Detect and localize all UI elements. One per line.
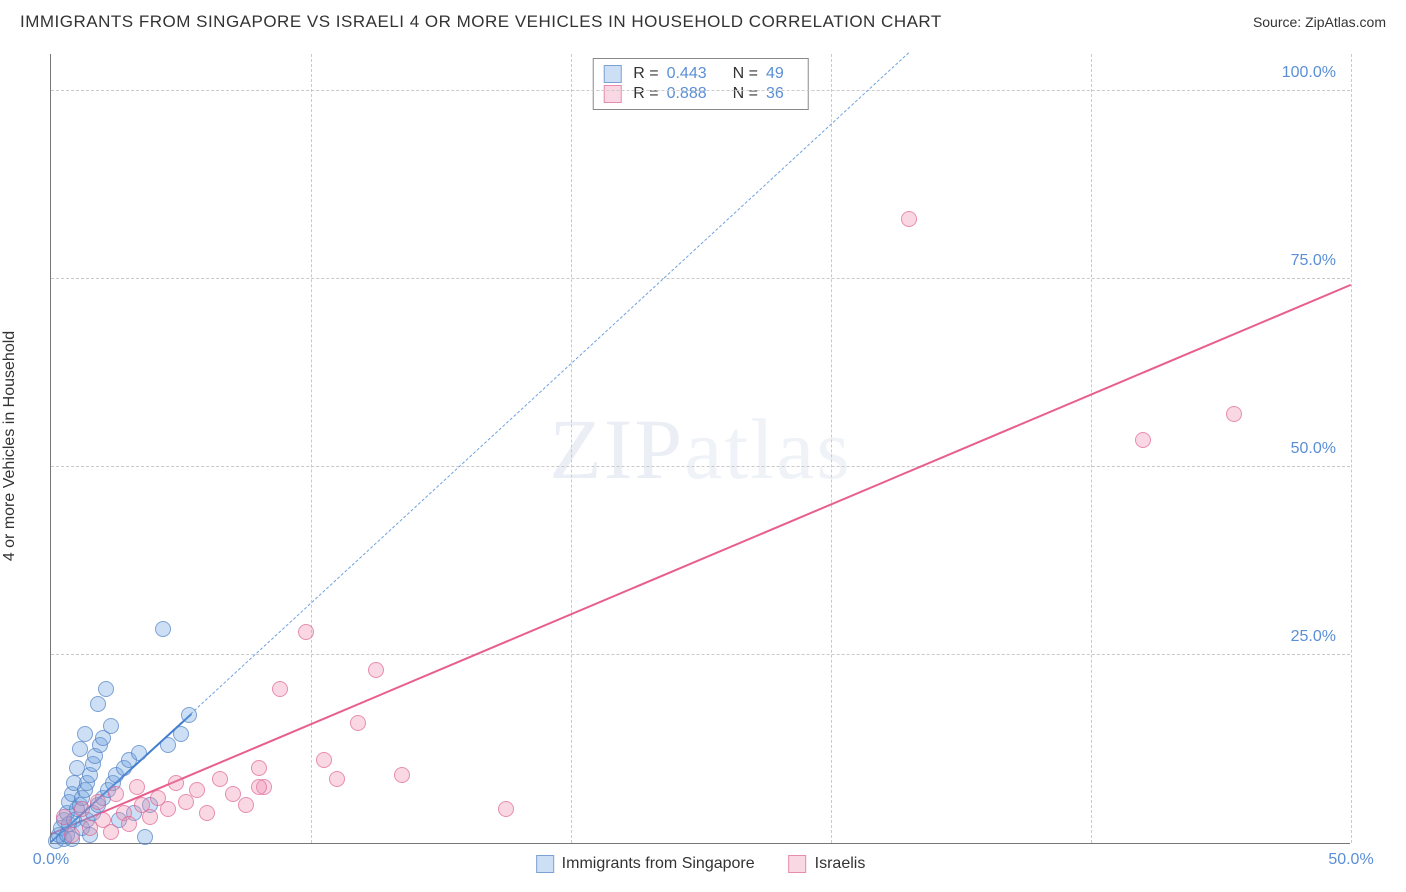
data-point bbox=[329, 771, 345, 787]
gridline-v bbox=[1091, 54, 1092, 843]
scatter-plot-area: ZIPatlas R = 0.443 N = 49 R = 0.888 N = … bbox=[50, 54, 1350, 844]
data-point bbox=[155, 621, 171, 637]
data-point bbox=[394, 767, 410, 783]
data-point bbox=[160, 737, 176, 753]
y-tick-label: 100.0% bbox=[1282, 64, 1336, 82]
x-tick-label: 50.0% bbox=[1328, 851, 1373, 869]
data-point bbox=[498, 801, 514, 817]
legend-label-singapore: Immigrants from Singapore bbox=[562, 855, 755, 873]
stats-row-singapore: R = 0.443 N = 49 bbox=[603, 65, 798, 83]
n-label: N = bbox=[733, 65, 758, 83]
r-label: R = bbox=[633, 85, 658, 103]
data-point bbox=[272, 681, 288, 697]
bottom-legend: Immigrants from Singapore Israelis bbox=[536, 855, 866, 873]
data-point bbox=[181, 707, 197, 723]
legend-label-israelis: Israelis bbox=[815, 855, 866, 873]
data-point bbox=[108, 786, 124, 802]
data-point bbox=[72, 741, 88, 757]
swatch-singapore bbox=[603, 65, 621, 83]
data-point bbox=[168, 775, 184, 791]
gridline-h bbox=[51, 466, 1350, 467]
data-point bbox=[238, 797, 254, 813]
x-tick-label: 0.0% bbox=[33, 851, 69, 869]
data-point bbox=[103, 824, 119, 840]
data-point bbox=[129, 779, 145, 795]
stats-legend-box: R = 0.443 N = 49 R = 0.888 N = 36 bbox=[592, 58, 809, 110]
data-point bbox=[160, 801, 176, 817]
data-point bbox=[1226, 406, 1242, 422]
gridline-h bbox=[51, 90, 1350, 91]
data-point bbox=[121, 816, 137, 832]
data-point bbox=[368, 662, 384, 678]
data-point bbox=[131, 745, 147, 761]
r-label: R = bbox=[633, 65, 658, 83]
gridline-h bbox=[51, 654, 1350, 655]
legend-item-israelis: Israelis bbox=[789, 855, 866, 873]
legend-item-singapore: Immigrants from Singapore bbox=[536, 855, 755, 873]
gridline-v bbox=[571, 54, 572, 843]
data-point bbox=[212, 771, 228, 787]
data-point bbox=[173, 726, 189, 742]
watermark-text-b: atlas bbox=[684, 401, 852, 497]
swatch-israelis bbox=[603, 85, 621, 103]
stats-row-israelis: R = 0.888 N = 36 bbox=[603, 85, 798, 103]
source-attribution: Source: ZipAtlas.com bbox=[1253, 14, 1386, 30]
data-point bbox=[56, 809, 72, 825]
data-point bbox=[137, 829, 153, 845]
data-point bbox=[74, 801, 90, 817]
y-tick-label: 75.0% bbox=[1291, 252, 1336, 270]
data-point bbox=[316, 752, 332, 768]
swatch-israelis bbox=[789, 855, 807, 873]
data-point bbox=[142, 809, 158, 825]
r-value-singapore: 0.443 bbox=[667, 65, 707, 83]
data-point bbox=[298, 624, 314, 640]
data-point bbox=[251, 779, 267, 795]
trend-line bbox=[51, 284, 1352, 835]
data-point bbox=[64, 827, 80, 843]
data-point bbox=[77, 726, 93, 742]
data-point bbox=[189, 782, 205, 798]
data-point bbox=[98, 681, 114, 697]
swatch-singapore bbox=[536, 855, 554, 873]
data-point bbox=[90, 794, 106, 810]
y-tick-label: 50.0% bbox=[1291, 440, 1336, 458]
watermark-text-a: ZIP bbox=[549, 401, 684, 497]
gridline-v bbox=[1351, 54, 1352, 843]
data-point bbox=[901, 211, 917, 227]
n-value-singapore: 49 bbox=[766, 65, 784, 83]
data-point bbox=[90, 696, 106, 712]
data-point bbox=[103, 718, 119, 734]
gridline-v bbox=[831, 54, 832, 843]
data-point bbox=[251, 760, 267, 776]
y-tick-label: 25.0% bbox=[1291, 628, 1336, 646]
data-point bbox=[350, 715, 366, 731]
n-label: N = bbox=[733, 85, 758, 103]
gridline-h bbox=[51, 278, 1350, 279]
data-point bbox=[1135, 432, 1151, 448]
r-value-israelis: 0.888 bbox=[667, 85, 707, 103]
data-point bbox=[199, 805, 215, 821]
chart-title: IMMIGRANTS FROM SINGAPORE VS ISRAELI 4 O… bbox=[20, 12, 942, 32]
y-axis-title: 4 or more Vehicles in Household bbox=[1, 331, 19, 561]
n-value-israelis: 36 bbox=[766, 85, 784, 103]
watermark: ZIPatlas bbox=[549, 399, 852, 499]
